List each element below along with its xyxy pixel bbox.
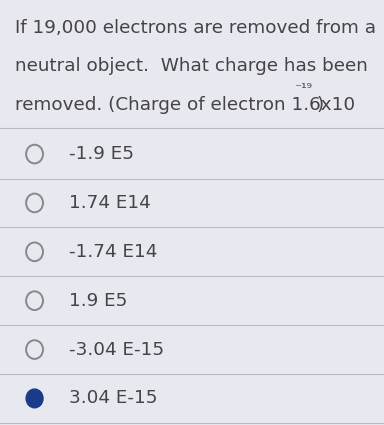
Circle shape — [26, 389, 43, 408]
Text: If 19,000 electrons are removed from a: If 19,000 electrons are removed from a — [15, 19, 376, 37]
Text: 1.9 E5: 1.9 E5 — [69, 292, 127, 310]
Text: ): ) — [317, 96, 324, 113]
Text: 1.74 E14: 1.74 E14 — [69, 194, 151, 212]
Text: -3.04 E-15: -3.04 E-15 — [69, 340, 164, 359]
Text: -1.9 E5: -1.9 E5 — [69, 145, 134, 163]
Text: removed. (Charge of electron 1.6x10: removed. (Charge of electron 1.6x10 — [15, 96, 356, 113]
Text: -1.74 E14: -1.74 E14 — [69, 243, 157, 261]
Text: neutral object.  What charge has been: neutral object. What charge has been — [15, 57, 368, 75]
Text: ⁻¹⁹: ⁻¹⁹ — [294, 82, 312, 95]
Text: 3.04 E-15: 3.04 E-15 — [69, 389, 157, 408]
